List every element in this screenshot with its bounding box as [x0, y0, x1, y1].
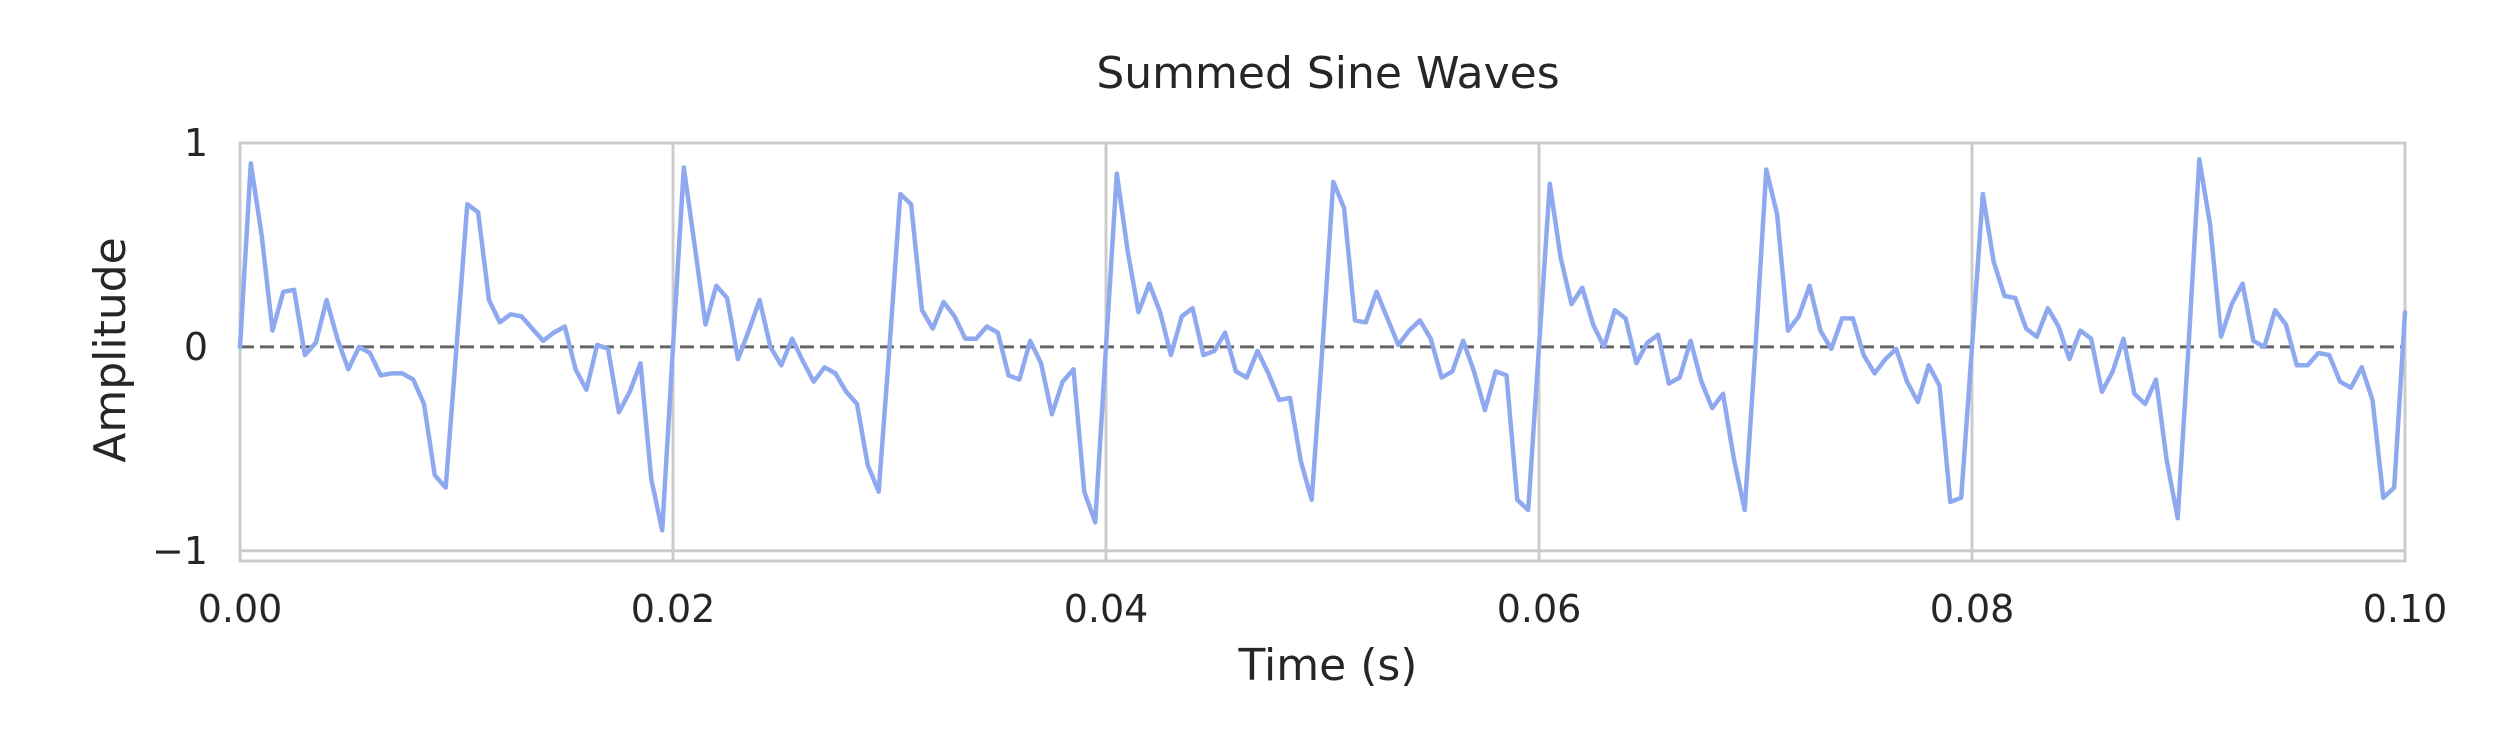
x-tick-label: 0.10 [2363, 587, 2448, 631]
plot-frame [238, 141, 2407, 563]
y-tick-label: 1 [184, 121, 208, 165]
x-tick-label: 0.06 [1497, 587, 1582, 631]
x-axis-label: Time (s) [1238, 640, 1418, 691]
x-tick-label: 0.00 [198, 587, 283, 631]
x-tick-label: 0.04 [1064, 587, 1149, 631]
y-tick-labels: −1 0 1 [152, 121, 208, 573]
y-axis-label: Amplitude [85, 237, 136, 462]
series-line [237, 157, 2408, 533]
chart-title: Summed Sine Waves [1096, 48, 1559, 99]
x-tick-label: 0.02 [631, 587, 716, 631]
y-tick-label: −1 [152, 529, 208, 573]
y-tick-label: 0 [184, 325, 208, 369]
x-tick-label: 0.08 [1930, 587, 2015, 631]
x-tick-labels: 0.00 0.02 0.04 0.06 0.08 0.10 [198, 587, 2448, 631]
